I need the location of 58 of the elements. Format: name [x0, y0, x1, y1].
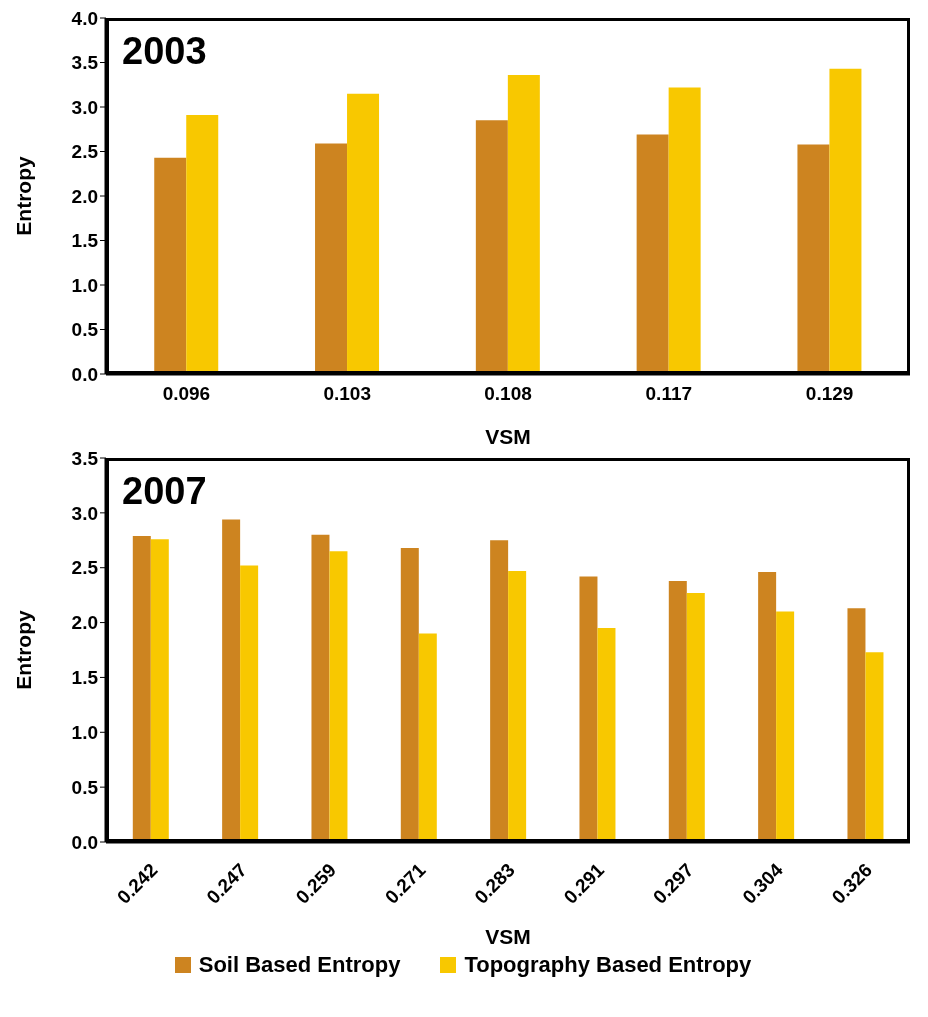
x-tick-label: 0.103: [323, 383, 371, 404]
y-tick-label: 2.5: [71, 557, 99, 579]
x-axis-title: VSM: [485, 925, 531, 948]
bar: [758, 572, 777, 842]
bar: [507, 74, 540, 374]
x-tick-label: 0.129: [805, 383, 854, 404]
bar: [579, 576, 598, 842]
bar: [186, 115, 219, 374]
y-tick-label: 3.5: [71, 52, 99, 74]
y-tick-label: 0.5: [71, 776, 99, 798]
y-tick-label: 2.5: [71, 141, 99, 163]
bar: [475, 120, 508, 374]
legend-label: Topography Based Entropy: [463, 952, 752, 978]
y-tick-label: 3.5: [71, 447, 99, 469]
bar: [400, 547, 419, 842]
bar: [240, 565, 259, 842]
bar: [597, 628, 616, 842]
bar: [668, 580, 687, 842]
bar: [329, 551, 348, 842]
bar: [315, 143, 348, 374]
legend-label: Soil Based Entropy: [197, 952, 401, 978]
bar: [490, 540, 509, 842]
bar: [847, 608, 866, 842]
bar: [150, 539, 169, 842]
x-tick-label: 0.117: [645, 383, 693, 404]
x-axis-title: VSM: [485, 425, 531, 448]
y-tick-label: 2.0: [71, 185, 98, 207]
bar: [347, 93, 380, 374]
x-tick-label: 0.096: [162, 383, 211, 404]
bar: [829, 68, 862, 374]
bar: [797, 144, 830, 374]
y-axis-title: Entropy: [12, 610, 36, 690]
chart-title: 2007: [122, 470, 207, 513]
bar: [132, 535, 151, 842]
bar: [865, 652, 884, 842]
chart-title: 2003: [122, 30, 207, 73]
y-tick-label: 1.5: [71, 230, 99, 252]
y-tick-label: 2.0: [71, 612, 98, 634]
y-tick-label: 4.0: [71, 7, 98, 29]
x-tick-label: 0.108: [484, 383, 532, 404]
y-tick-label: 1.0: [71, 274, 98, 296]
y-tick-label: 1.0: [71, 722, 98, 744]
bar: [311, 534, 330, 842]
bar: [668, 87, 701, 374]
bar: [222, 519, 241, 842]
y-tick-label: 0.0: [71, 363, 98, 385]
y-tick-label: 1.5: [71, 667, 99, 689]
y-tick-label: 0.0: [71, 831, 98, 853]
y-tick-label: 0.5: [71, 319, 99, 341]
bar: [154, 157, 187, 374]
bar: [418, 633, 437, 842]
bar: [686, 592, 705, 842]
bar: [776, 611, 795, 842]
y-axis-title: Entropy: [12, 156, 36, 236]
bar: [508, 571, 527, 842]
y-tick-label: 3.0: [71, 502, 98, 524]
y-tick-label: 3.0: [71, 96, 98, 118]
bar: [636, 134, 669, 374]
